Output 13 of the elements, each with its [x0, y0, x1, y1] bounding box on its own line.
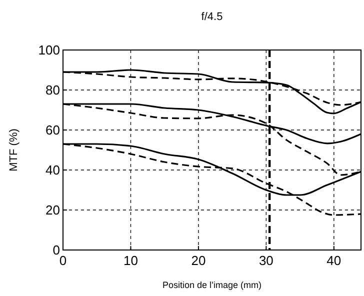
- x-tick-label: 40: [326, 253, 342, 268]
- y-axis-title: MTF (%): [8, 128, 20, 172]
- y-tick-label: 60: [46, 122, 60, 138]
- y-tick-label: 80: [46, 82, 60, 98]
- y-tick-label: 100: [38, 42, 60, 58]
- x-tick-label: 10: [123, 253, 138, 268]
- y-tick-label: 20: [46, 202, 60, 218]
- x-tick-label: 20: [191, 253, 206, 268]
- x-tick-label: 30: [258, 253, 274, 268]
- y-tick-label: 0: [52, 242, 60, 258]
- chart-title: f/4.5: [201, 11, 223, 23]
- y-tick-label: 40: [46, 162, 60, 178]
- x-axis-title: Position de l’image (mm): [162, 280, 262, 290]
